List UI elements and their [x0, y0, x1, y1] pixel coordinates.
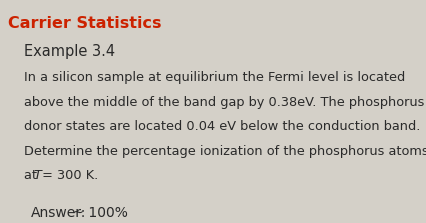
Text: = 300 K.: = 300 K.	[38, 169, 98, 182]
Text: above the middle of the band gap by 0.38eV. The phosphorus: above the middle of the band gap by 0.38…	[24, 96, 425, 109]
Text: ~ 100%: ~ 100%	[68, 206, 128, 220]
Text: T: T	[33, 169, 41, 182]
Text: In a silicon sample at equilibrium the Fermi level is located: In a silicon sample at equilibrium the F…	[24, 71, 406, 85]
Text: at: at	[24, 169, 41, 182]
Text: Carrier Statistics: Carrier Statistics	[8, 16, 161, 31]
Text: Determine the percentage ionization of the phosphorus atoms: Determine the percentage ionization of t…	[24, 145, 426, 158]
Text: Example 3.4: Example 3.4	[24, 44, 115, 59]
Text: donor states are located 0.04 eV below the conduction band.: donor states are located 0.04 eV below t…	[24, 120, 420, 133]
Text: Answer:: Answer:	[31, 206, 86, 220]
